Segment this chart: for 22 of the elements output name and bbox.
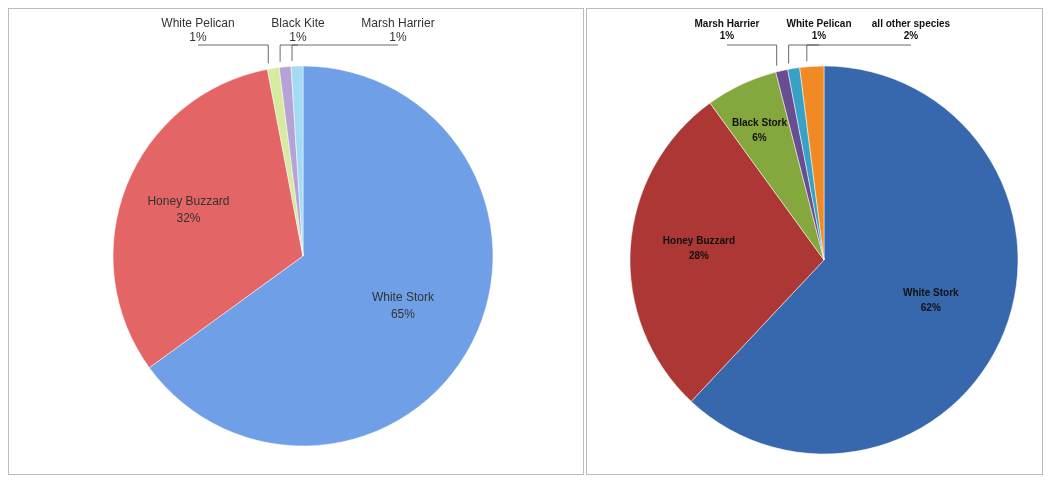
data-label: 1% bbox=[289, 30, 307, 44]
slice-label: White Stork bbox=[371, 290, 435, 305]
data-label: 1% bbox=[811, 30, 827, 41]
data-label: 62% bbox=[920, 302, 941, 314]
data-label: 65% bbox=[390, 307, 416, 322]
slice-label: Honey Buzzard bbox=[147, 193, 230, 208]
slice-label: Honey Buzzard bbox=[662, 235, 736, 247]
slice-label: Marsh Harrier bbox=[694, 18, 760, 29]
slice-label: Black Stork bbox=[732, 116, 788, 128]
slice-label: Marsh Harrier bbox=[361, 16, 435, 30]
data-label: 1% bbox=[389, 30, 407, 44]
data-label: 28% bbox=[688, 250, 710, 262]
data-label: 6% bbox=[752, 131, 767, 143]
data-label: 1% bbox=[719, 30, 735, 41]
data-label: 2% bbox=[903, 30, 919, 41]
slice-label: all other species bbox=[871, 18, 951, 29]
slice-label: Black Kite bbox=[271, 16, 325, 30]
slice-label: White Pelican bbox=[161, 16, 235, 30]
slice-label: White Pelican bbox=[786, 18, 852, 29]
data-label: 32% bbox=[176, 210, 201, 225]
slice-label: White Stork bbox=[903, 287, 960, 299]
data-label: 1% bbox=[189, 30, 207, 44]
